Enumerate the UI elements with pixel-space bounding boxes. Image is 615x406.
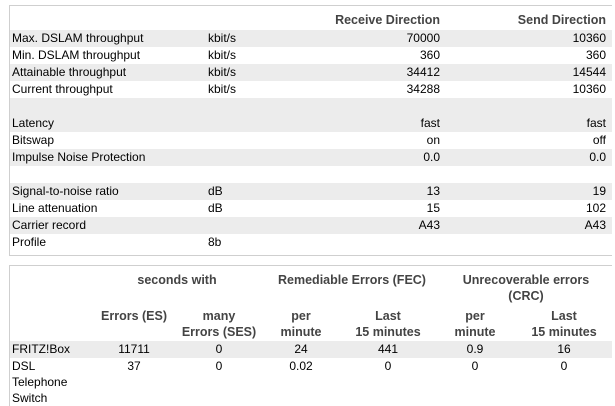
row-label: Carrier record (12, 218, 87, 232)
crc-per-minute-header-line2: minute (454, 325, 496, 339)
unrecoverable-errors-header-line2: (CRC) (508, 289, 544, 303)
receive-value: 360 (419, 48, 440, 62)
table-row: Signal-to-noise ratio dB 13 19 (10, 183, 612, 200)
dsl-line-info-panel: Receive Direction Send Direction Max. DS… (9, 5, 612, 256)
fec-per-minute-header-line1: per (291, 309, 311, 323)
fec-last-15-value: 441 (377, 342, 399, 356)
crc-per-minute-header-line1: per (465, 309, 485, 323)
table-row: Current throughput kbit/s 34288 10360 (10, 81, 612, 98)
send-value: 10360 (572, 31, 606, 45)
errors-ses-header-line2: Errors (SES) (181, 325, 257, 339)
receive-value: 70000 (406, 31, 440, 45)
errors-es-value: 37 (127, 359, 141, 373)
errors-ses-header: many Errors (SES) (176, 308, 262, 340)
seconds-with-header: seconds with (137, 273, 217, 287)
row-label: FRITZ!Box (12, 342, 71, 356)
fec-per-minute-header: per minute (268, 308, 334, 340)
row-label: Line attenuation (12, 201, 98, 215)
table-row (10, 341, 612, 358)
crc-last-15-header-line2: 15 minutes (531, 325, 597, 339)
unrecoverable-errors-header-line1: Unrecoverable errors (462, 273, 590, 287)
crc-per-minute-value: 0.9 (466, 342, 484, 356)
row-label: Attainable throughput (12, 65, 127, 79)
row-label: Profile (12, 235, 47, 249)
row-label: Min. DSLAM throughput (12, 48, 141, 62)
receive-value: on (426, 133, 440, 147)
row-unit: kbit/s (208, 65, 237, 79)
row-label: Impulse Noise Protection (12, 150, 146, 164)
row-label: DSL Telephone Switch (12, 358, 67, 406)
send-value: 102 (585, 201, 606, 215)
crc-last-15-value: 16 (557, 342, 571, 356)
unrecoverable-errors-header: Unrecoverable errors (CRC) (440, 272, 612, 304)
fec-per-minute-value: 0.02 (289, 359, 313, 373)
send-value: 360 (585, 48, 606, 62)
fec-last-15-header-line1: Last (375, 309, 401, 323)
row-label-line3: Switch (12, 391, 48, 405)
error-statistics-panel: seconds with Remediable Errors (FEC) Unr… (9, 265, 612, 406)
row-unit: kbit/s (208, 48, 237, 62)
crc-last-15-value: 0 (560, 359, 568, 373)
row-unit: kbit/s (208, 82, 237, 96)
spacer-row (10, 98, 612, 115)
send-value: off (592, 133, 606, 147)
receive-value: 13 (426, 184, 440, 198)
row-unit: 8b (208, 235, 222, 249)
row-unit: kbit/s (208, 31, 237, 45)
row-label: Bitswap (12, 133, 55, 147)
receive-value: 0.0 (423, 150, 440, 164)
send-value: 19 (592, 184, 606, 198)
table-row: Max. DSLAM throughput kbit/s 70000 10360 (10, 30, 612, 47)
crc-per-minute-header: per minute (442, 308, 508, 340)
line-table-header-row: Receive Direction Send Direction (10, 12, 612, 29)
errors-es-header: Errors (ES) (101, 309, 167, 323)
crc-last-15-header-line1: Last (551, 309, 577, 323)
receive-direction-header: Receive Direction (335, 13, 440, 27)
row-label: Current throughput (12, 82, 113, 96)
spacer-row (10, 166, 612, 183)
row-label-line2: Telephone (12, 375, 68, 389)
fec-per-minute-value: 24 (294, 342, 308, 356)
send-value: 0.0 (589, 150, 606, 164)
send-value: 14544 (572, 65, 606, 79)
table-row: Min. DSLAM throughput kbit/s 360 360 (10, 47, 612, 64)
row-label-line1: DSL (12, 359, 36, 373)
table-row: Impulse Noise Protection 0.0 0.0 (10, 149, 612, 166)
crc-last-15-header: Last 15 minutes (518, 308, 610, 340)
row-label: Max. DSLAM throughput (12, 31, 144, 45)
send-direction-header: Send Direction (517, 13, 606, 27)
fec-last-15-header: Last 15 minutes (342, 308, 434, 340)
remediable-errors-header: Remediable Errors (FEC) (278, 273, 426, 287)
receive-value: A43 (418, 218, 440, 232)
row-unit: dB (208, 184, 223, 198)
row-label: Signal-to-noise ratio (12, 184, 119, 198)
send-value: 10360 (572, 82, 606, 96)
table-row: Line attenuation dB 15 102 (10, 200, 612, 217)
fec-last-15-value: 0 (384, 359, 392, 373)
table-row: Carrier record A43 A43 (10, 217, 612, 234)
receive-value: 34412 (406, 65, 440, 79)
row-unit: dB (208, 201, 223, 215)
fec-last-15-header-line2: 15 minutes (355, 325, 421, 339)
errors-es-value: 11711 (118, 342, 150, 356)
errors-ses-value: 0 (215, 342, 223, 356)
table-row: Bitswap on off (10, 132, 612, 149)
table-row: Profile 8b (10, 234, 612, 251)
receive-value: fast (420, 116, 440, 130)
fec-per-minute-header-line2: minute (280, 325, 322, 339)
errors-ses-header-line1: many (202, 309, 236, 323)
table-row: Latency fast fast (10, 115, 612, 132)
errors-ses-value: 0 (215, 359, 223, 373)
send-value: A43 (584, 218, 606, 232)
crc-per-minute-value: 0 (471, 359, 479, 373)
receive-value: 34288 (406, 82, 440, 96)
row-label: Latency (12, 116, 55, 130)
receive-value: 15 (426, 201, 440, 215)
table-row: Attainable throughput kbit/s 34412 14544 (10, 64, 612, 81)
send-value: fast (586, 116, 606, 130)
